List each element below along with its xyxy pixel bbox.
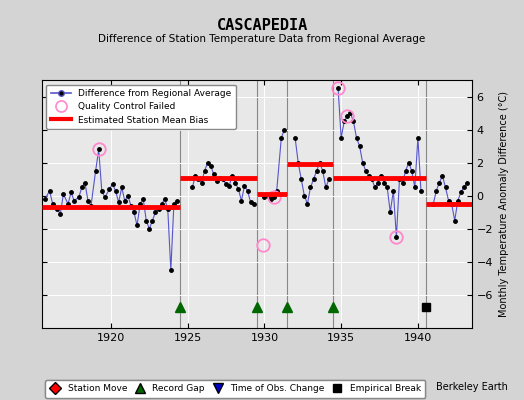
Legend: Station Move, Record Gap, Time of Obs. Change, Empirical Break: Station Move, Record Gap, Time of Obs. C… <box>45 380 425 398</box>
Text: CASCAPEDIA: CASCAPEDIA <box>216 18 308 33</box>
Y-axis label: Monthly Temperature Anomaly Difference (°C): Monthly Temperature Anomaly Difference (… <box>498 91 508 317</box>
Text: Berkeley Earth: Berkeley Earth <box>436 382 508 392</box>
Text: Difference of Station Temperature Data from Regional Average: Difference of Station Temperature Data f… <box>99 34 425 44</box>
